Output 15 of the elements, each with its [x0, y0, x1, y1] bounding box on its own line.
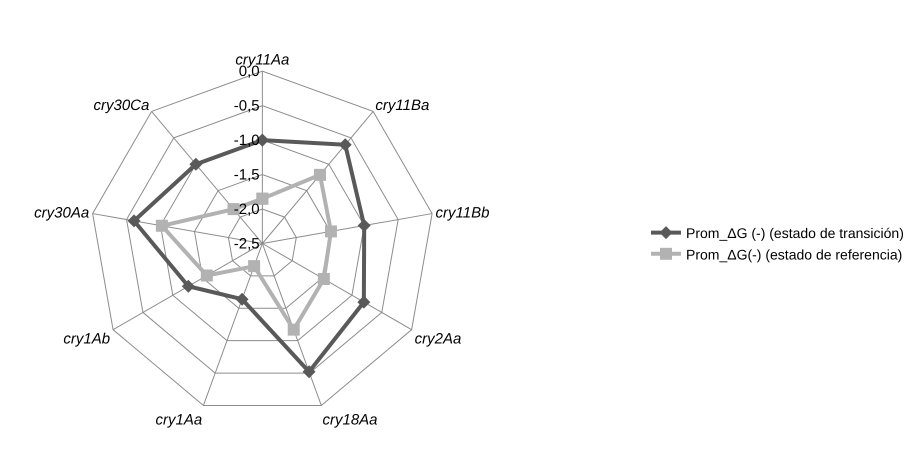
- spoke-label: cry1Aa: [156, 412, 202, 429]
- y-tick-label: -0,5: [234, 97, 260, 114]
- spoke-label: cry18Aa: [322, 412, 378, 429]
- spoke-label: cry30Aa: [34, 204, 90, 222]
- spoke-label: cry11Aa: [235, 52, 290, 69]
- y-tick-label: -2,5: [234, 235, 260, 252]
- spoke-label: cry30Ca: [93, 96, 150, 114]
- spoke-label: cry1Ab: [63, 330, 110, 348]
- legend-label: Prom_ΔG(-) (estado de referencia): [686, 246, 902, 262]
- y-tick-label: -2,0: [234, 200, 260, 218]
- spoke-label: cry11Bb: [436, 204, 490, 222]
- spoke-label: cry2Aa: [414, 330, 462, 348]
- y-tick-label: -1,5: [234, 166, 260, 184]
- spoke-label: cry11Ba: [375, 96, 430, 114]
- legend-label: Prom_ΔG (-) (estado de transición): [686, 225, 904, 242]
